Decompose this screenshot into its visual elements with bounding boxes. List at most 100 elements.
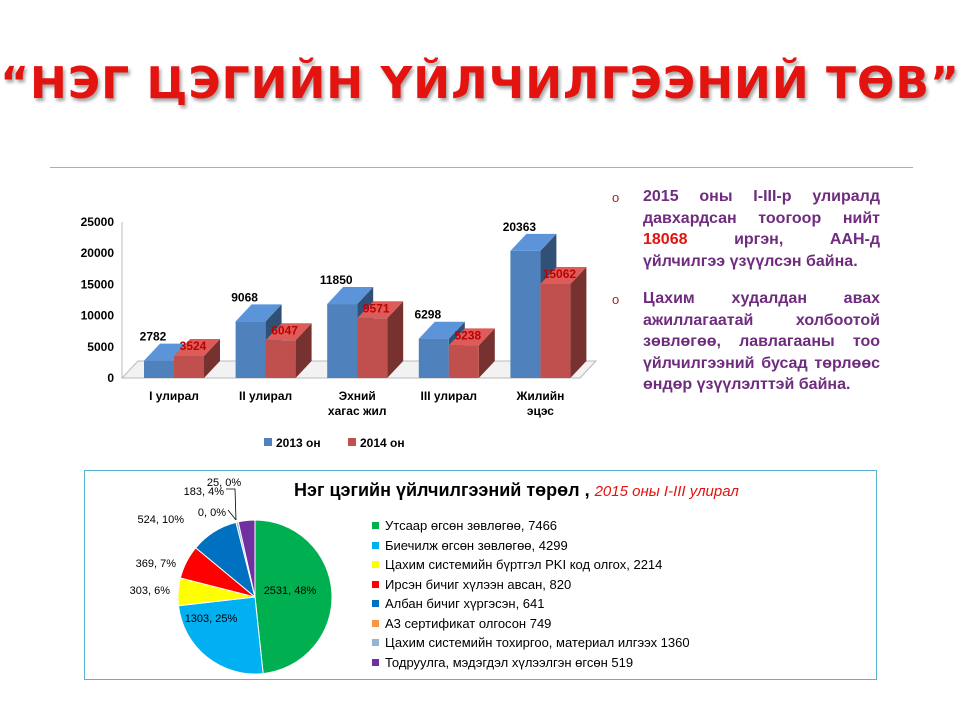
legend-item: А3 сертификат олгосон 749 (372, 614, 690, 634)
bullet-text: 2015 оны I-III-р улиралд давхардсан тоог… (643, 188, 880, 227)
bar-data-label: 11850 (320, 273, 353, 287)
legend-item: Цахим системийн тохиргоо, материал илгээ… (372, 633, 690, 653)
pie-data-label: 0, 0% (198, 507, 226, 519)
bar-top (448, 328, 495, 346)
pie-subtitle: 2015 оны I-III улирал (594, 483, 739, 500)
legend-label: Цахим системийн тохиргоо, материал илгээ… (385, 635, 690, 651)
bar-top (510, 233, 557, 251)
bar-2014 (265, 340, 296, 378)
legend-swatch (264, 438, 272, 446)
legend-swatch (372, 658, 379, 666)
pie-data-label: 303, 6% (130, 585, 171, 597)
pie-slice (237, 519, 256, 598)
bullet-marker: o (612, 190, 620, 205)
leader-line (226, 488, 237, 521)
legend-swatch (372, 639, 379, 647)
bar-data-label: 6298 (414, 308, 441, 322)
bar-2013 (327, 304, 358, 378)
pie-chart-title: Нэг цэгийн үйлчилгээний төрөл , 2015 оны… (294, 480, 739, 501)
bullet-text: Цахим худалдан авах ажиллагаатай холбоот… (643, 290, 880, 393)
x-category-label: эцэс (527, 404, 554, 418)
legend-item: Биечилж өгсөн зөвлөгөө, 4299 (372, 536, 690, 556)
legend-item: Албан бичиг хүргэсэн, 641 (372, 594, 690, 614)
bar-top (327, 287, 374, 305)
legend-label: Утсаар өгсөн зөвлөгөө, 7466 (385, 518, 558, 534)
bar-side (204, 339, 220, 378)
bar-2013 (144, 360, 174, 378)
bar-data-label: 9571 (363, 301, 390, 315)
legend-label: Биечилж өгсөн зөвлөгөө, 4299 (385, 537, 568, 553)
x-category-label: I улирал (149, 389, 199, 403)
bar-top (540, 267, 587, 285)
legend-label: А3 сертификат олгосон 749 (385, 615, 552, 631)
bar-2014 (448, 345, 479, 378)
pie-title-text: Нэг цэгийн үйлчилгээний төрөл , (294, 480, 590, 500)
pie-data-label: 25, 0% (207, 477, 241, 489)
legend-swatch (372, 522, 379, 530)
bar-top (144, 343, 190, 361)
legend-item: Тодруулга, мэдэгдэл хүлээлгэн өгсөн 519 (372, 653, 690, 673)
legend-item: Утсаар өгсөн зөвлөгөө, 7466 (372, 516, 690, 536)
bar-data-label: 5238 (454, 328, 481, 342)
x-category-label: Эхний (339, 389, 376, 403)
x-category-label: III улирал (421, 389, 477, 403)
x-category-label: Жилийн (515, 389, 564, 403)
pie-slice (254, 519, 333, 675)
pie-data-label: 1303, 25% (185, 613, 238, 625)
legend-label: Тодруулга, мэдэгдэл хүлээлгэн өгсөн 519 (385, 654, 634, 670)
legend-swatch (372, 619, 379, 627)
pie-data-label: 369, 7% (136, 558, 177, 570)
y-tick-label: 15000 (81, 277, 115, 291)
legend-swatch (348, 438, 356, 446)
legend-label: Ирсэн бичиг хүлээн авсан, 820 (385, 576, 572, 592)
bar-2013 (235, 321, 266, 378)
bar-2014 (174, 356, 204, 378)
bar-data-label: 3524 (180, 339, 207, 353)
bar-side (387, 301, 404, 378)
bar-2014 (357, 318, 388, 378)
legend-label: Албан бичиг хүргэсэн, 641 (385, 596, 545, 612)
x-category-label: хагас жил (328, 404, 387, 418)
pie-data-label: 183, 4% (184, 486, 225, 498)
bar-top (418, 321, 465, 339)
bar-top (174, 339, 220, 357)
bullet-item-2: o Цахим худалдан авах ажиллагаатай холбо… (612, 288, 880, 396)
bullet-list: o 2015 оны I-III-р улиралд давхардсан то… (612, 186, 880, 412)
legend-swatch (372, 561, 379, 569)
leader-line (227, 509, 237, 521)
legend-label: 2014 он (360, 436, 405, 450)
legend-label: 2013 он (276, 436, 321, 450)
pie-slice (177, 596, 264, 675)
bar-data-label: 15062 (543, 267, 577, 281)
bar-top (235, 304, 282, 322)
bar-2014 (540, 284, 571, 378)
bar-2013 (510, 250, 541, 378)
bullet-marker: o (612, 292, 620, 307)
bar-top (265, 323, 312, 341)
bar-data-label: 6047 (271, 323, 298, 337)
bar-data-label: 2782 (140, 330, 167, 344)
legend-item: Ирсэн бичиг хүлээн авсан, 820 (372, 575, 690, 595)
legend-swatch (372, 541, 379, 549)
bar-2013 (418, 338, 449, 378)
bar-side (295, 323, 312, 378)
bar-data-label: 20363 (503, 220, 537, 234)
y-tick-label: 20000 (81, 246, 115, 260)
x-category-label: II улирал (239, 389, 292, 403)
legend-label: Цахим системийн бүртгэл PKI код олгох, 2… (385, 557, 663, 573)
y-tick-label: 25000 (81, 215, 115, 229)
legend-swatch (372, 600, 379, 608)
bullet-item-1: o 2015 оны I-III-р улиралд давхардсан то… (612, 186, 880, 272)
y-tick-label: 0 (107, 371, 114, 385)
bar-top (357, 301, 404, 319)
divider (50, 167, 913, 168)
bar-data-label: 9068 (231, 290, 258, 304)
legend-swatch (372, 580, 379, 588)
bullet-text-end: иргэн, ААН-д үйлчилгээ үзүүлсэн байна. (643, 231, 880, 270)
y-tick-label: 5000 (87, 340, 114, 354)
pie-legend: Утсаар өгсөн зөвлөгөө, 7466 Биечилж өгсөн… (372, 516, 690, 672)
pie-data-label: 524, 10% (138, 514, 185, 526)
bar-side (570, 267, 587, 378)
